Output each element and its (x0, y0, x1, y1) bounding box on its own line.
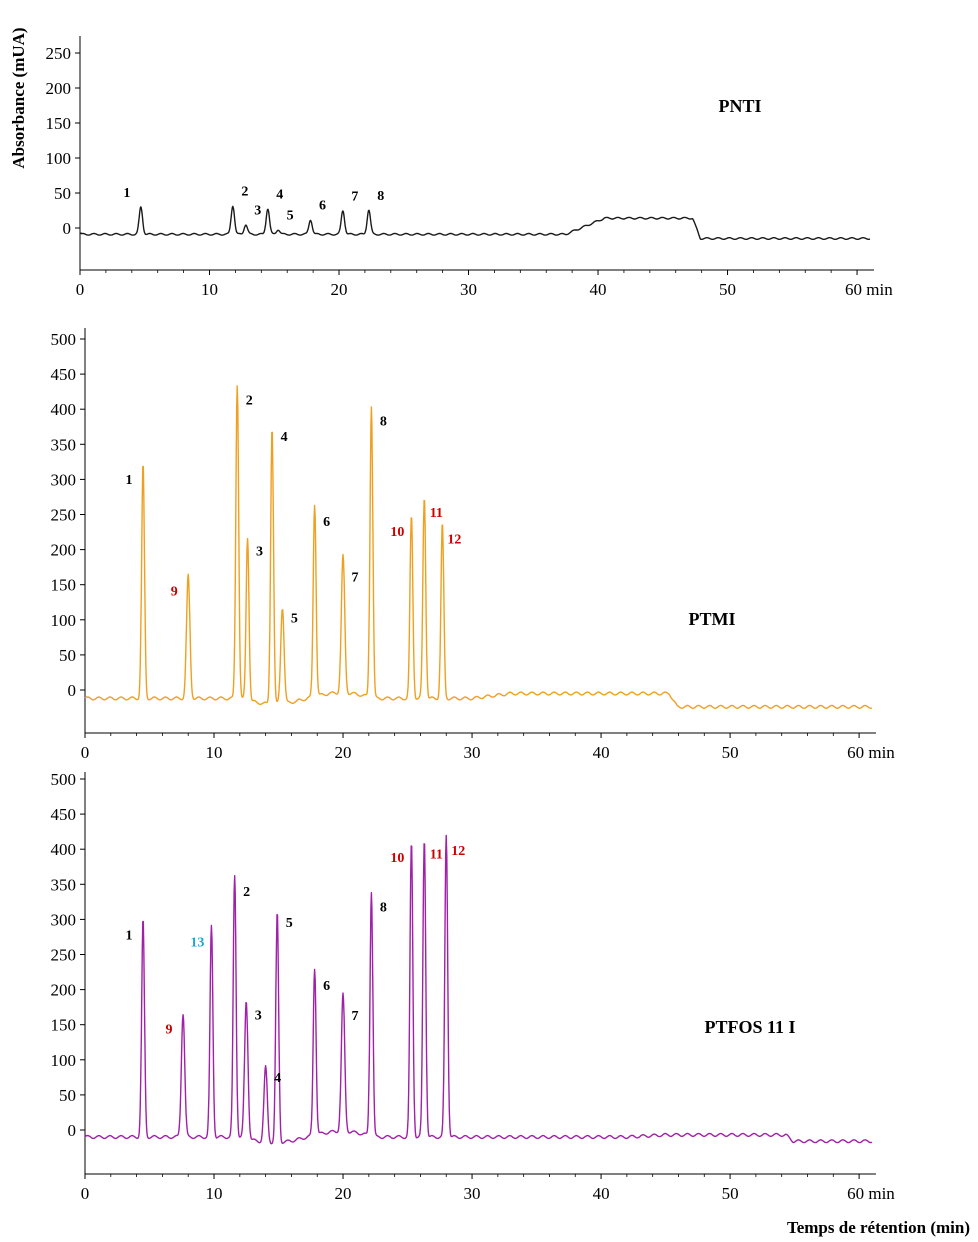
y-tick-label: 350 (51, 435, 77, 454)
peak-label: 11 (430, 848, 443, 863)
peak-label: 10 (390, 525, 404, 540)
y-tick-label: 0 (68, 1121, 77, 1140)
peak-label: 2 (241, 185, 248, 200)
y-tick-label: 250 (51, 506, 77, 525)
x-tick-label: 10 (206, 743, 223, 762)
y-tick-label: 450 (51, 365, 77, 384)
peak-label: 4 (274, 1071, 281, 1086)
y-tick-label: 250 (51, 946, 77, 965)
chromatogram-trace (79, 205, 871, 241)
sample-label: PTMI (689, 609, 736, 629)
y-axis-title: Absorbance (mUA) (9, 27, 28, 168)
y-tick-label: 50 (59, 1086, 76, 1105)
peak-label: 10 (390, 851, 404, 866)
x-tick-label: 50 (722, 743, 739, 762)
peak-label: 2 (243, 885, 250, 900)
x-tick-label: 40 (593, 1184, 610, 1203)
peak-label: 4 (281, 430, 288, 445)
peak-label: 1 (126, 473, 133, 488)
peak-label: 3 (255, 1008, 262, 1023)
y-tick-label: 450 (51, 805, 77, 824)
y-tick-label: 150 (51, 576, 77, 595)
peak-label: 4 (276, 187, 283, 202)
y-tick-label: 300 (51, 910, 77, 929)
y-tick-label: 100 (51, 1051, 77, 1070)
y-tick-label: 0 (68, 681, 77, 700)
peak-label: 5 (291, 611, 298, 626)
peak-label: 1 (126, 928, 133, 943)
peak-label: 7 (352, 571, 359, 586)
peak-label: 7 (352, 1009, 359, 1024)
y-tick-label: 250 (46, 44, 72, 63)
x-tick-label: 40 (590, 280, 607, 299)
peak-label: 5 (286, 916, 293, 931)
y-tick-label: 500 (51, 770, 77, 789)
y-tick-label: 400 (51, 840, 77, 859)
y-tick-label: 150 (46, 114, 72, 133)
x-tick-label: 10 (201, 280, 218, 299)
x-tick-label: 60 min (845, 280, 893, 299)
x-tick-label: 30 (460, 280, 477, 299)
peak-label: 2 (246, 394, 253, 409)
x-tick-label: 20 (335, 1184, 352, 1203)
y-tick-label: 200 (46, 79, 72, 98)
peak-label: 12 (447, 533, 461, 548)
chromatogram-trace (84, 385, 873, 709)
y-tick-label: 200 (51, 981, 77, 1000)
y-tick-label: 400 (51, 400, 77, 419)
peak-label: 8 (380, 900, 387, 915)
peak-label: 9 (171, 585, 178, 600)
x-tick-label: 30 (464, 743, 481, 762)
y-tick-label: 150 (51, 1016, 77, 1035)
x-tick-label: 0 (81, 1184, 90, 1203)
x-tick-label: 50 (722, 1184, 739, 1203)
x-tick-label: 0 (81, 743, 90, 762)
peak-label: 12 (451, 844, 465, 859)
y-tick-label: 350 (51, 875, 77, 894)
y-tick-label: 200 (51, 541, 77, 560)
peak-label: 6 (323, 979, 330, 994)
peak-label: 11 (430, 506, 443, 521)
x-tick-label: 0 (76, 280, 85, 299)
chromatogram-trace (84, 834, 873, 1145)
sample-label: PNTI (718, 96, 761, 116)
y-tick-label: 500 (51, 330, 77, 349)
peak-label: 7 (351, 190, 358, 205)
x-tick-label: 20 (335, 743, 352, 762)
y-tick-label: 0 (63, 219, 72, 238)
sample-label: PTFOS 11 I (704, 1017, 795, 1037)
peak-label: 6 (319, 199, 326, 214)
peak-label: 6 (323, 515, 330, 530)
x-axis-title: Temps de rétention (min) (787, 1218, 970, 1237)
x-tick-label: 30 (464, 1184, 481, 1203)
x-tick-label: 20 (331, 280, 348, 299)
peak-label: 8 (380, 415, 387, 430)
y-tick-label: 50 (59, 646, 76, 665)
y-tick-label: 50 (54, 184, 71, 203)
x-tick-label: 50 (719, 280, 736, 299)
peak-label: 3 (254, 204, 261, 219)
peak-label: 1 (123, 186, 130, 201)
y-tick-label: 100 (51, 611, 77, 630)
y-tick-label: 300 (51, 470, 77, 489)
peak-label: 5 (287, 208, 294, 223)
peak-label: 8 (377, 189, 384, 204)
x-tick-label: 60 min (847, 1184, 895, 1203)
peak-label: 13 (190, 935, 204, 950)
peak-label: 9 (166, 1022, 173, 1037)
y-tick-label: 100 (46, 149, 72, 168)
x-tick-label: 10 (206, 1184, 223, 1203)
peak-label: 3 (256, 545, 263, 560)
x-tick-label: 40 (593, 743, 610, 762)
x-tick-label: 60 min (847, 743, 895, 762)
